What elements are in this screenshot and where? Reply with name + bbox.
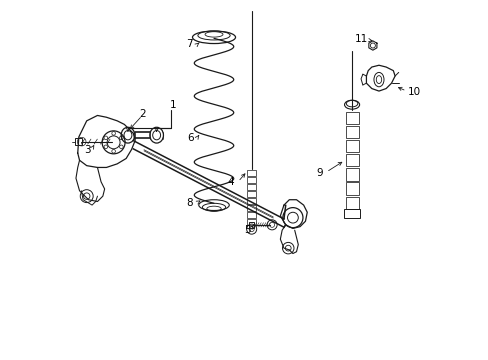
Bar xyxy=(345,154,358,166)
Bar xyxy=(247,205,255,211)
Text: 10: 10 xyxy=(407,87,420,97)
Text: 2: 2 xyxy=(139,109,145,119)
Bar xyxy=(345,140,358,152)
Text: 1: 1 xyxy=(169,100,176,110)
Bar xyxy=(344,209,359,218)
Bar xyxy=(247,170,255,176)
Bar xyxy=(249,222,254,228)
Bar xyxy=(247,177,255,183)
Text: 9: 9 xyxy=(315,168,322,178)
Text: 4: 4 xyxy=(226,177,233,187)
Bar xyxy=(247,184,255,190)
Bar xyxy=(247,219,255,225)
Bar xyxy=(247,212,255,218)
Bar xyxy=(345,183,358,195)
Bar xyxy=(247,198,255,204)
Bar xyxy=(345,197,358,209)
Bar xyxy=(345,112,358,124)
Bar xyxy=(75,138,81,145)
Bar xyxy=(345,168,358,180)
Bar xyxy=(247,191,255,197)
Text: 3: 3 xyxy=(84,144,91,154)
Text: 11: 11 xyxy=(354,35,367,44)
Text: 8: 8 xyxy=(185,198,192,208)
Bar xyxy=(345,126,358,138)
Text: 6: 6 xyxy=(186,133,193,143)
Text: 5: 5 xyxy=(244,225,250,235)
Text: 7: 7 xyxy=(185,40,192,49)
